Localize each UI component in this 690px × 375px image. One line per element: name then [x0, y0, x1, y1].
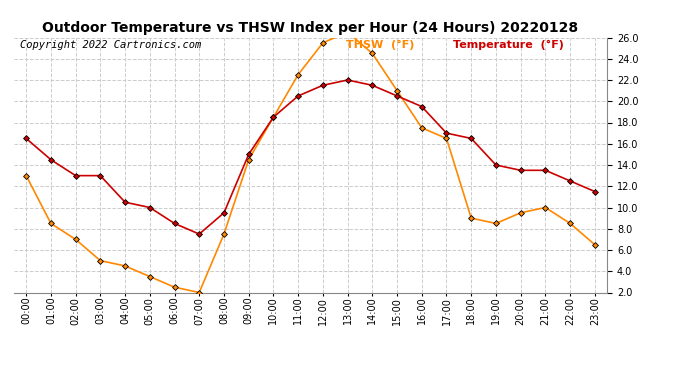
Text: Copyright 2022 Cartronics.com: Copyright 2022 Cartronics.com	[20, 40, 201, 50]
Title: Outdoor Temperature vs THSW Index per Hour (24 Hours) 20220128: Outdoor Temperature vs THSW Index per Ho…	[43, 21, 578, 35]
Text: THSW  (°F): THSW (°F)	[346, 40, 415, 50]
Text: Temperature  (°F): Temperature (°F)	[453, 40, 564, 50]
